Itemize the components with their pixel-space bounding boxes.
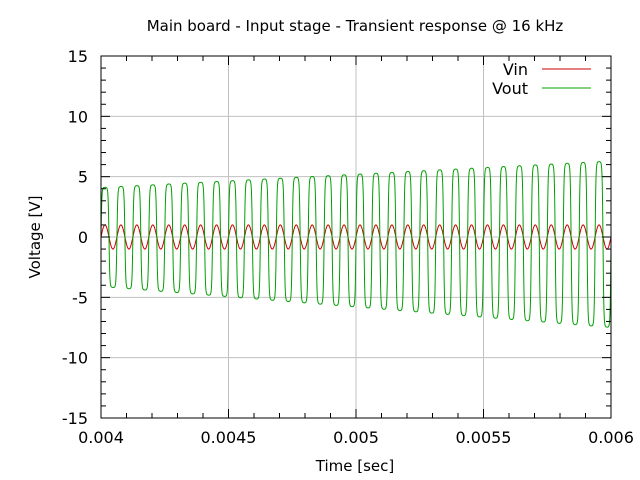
y-tick-label: -10 — [62, 349, 88, 368]
y-tick-label: -5 — [72, 288, 88, 307]
legend-label-vout: Vout — [492, 79, 528, 98]
series-line-vout — [100, 161, 612, 328]
ticks — [100, 55, 612, 419]
legend-label-vin: Vin — [503, 60, 528, 79]
y-tick-label: 5 — [78, 168, 88, 187]
series-layer — [100, 161, 612, 328]
x-tick-label: 0.0055 — [456, 428, 512, 447]
x-tick-label: 0.006 — [588, 428, 634, 447]
x-tick-label: 0.004 — [78, 428, 124, 447]
y-tick-label: -15 — [62, 409, 88, 428]
y-tick-label: 10 — [68, 107, 88, 126]
chart-title: Main board - Input stage - Transient res… — [147, 17, 564, 35]
x-axis-label: Time [sec] — [315, 457, 394, 475]
y-tick-label: 15 — [68, 47, 88, 66]
y-axis-label: Voltage [V] — [26, 196, 44, 279]
y-tick-label: 0 — [78, 228, 88, 247]
x-tick-label: 0.0045 — [201, 428, 257, 447]
x-tick-label: 0.005 — [333, 428, 379, 447]
tick-labels: 0.004 0.0045 0.005 0.0055 0.006 -15 -10 -5 0 5 10 1… — [62, 47, 634, 447]
